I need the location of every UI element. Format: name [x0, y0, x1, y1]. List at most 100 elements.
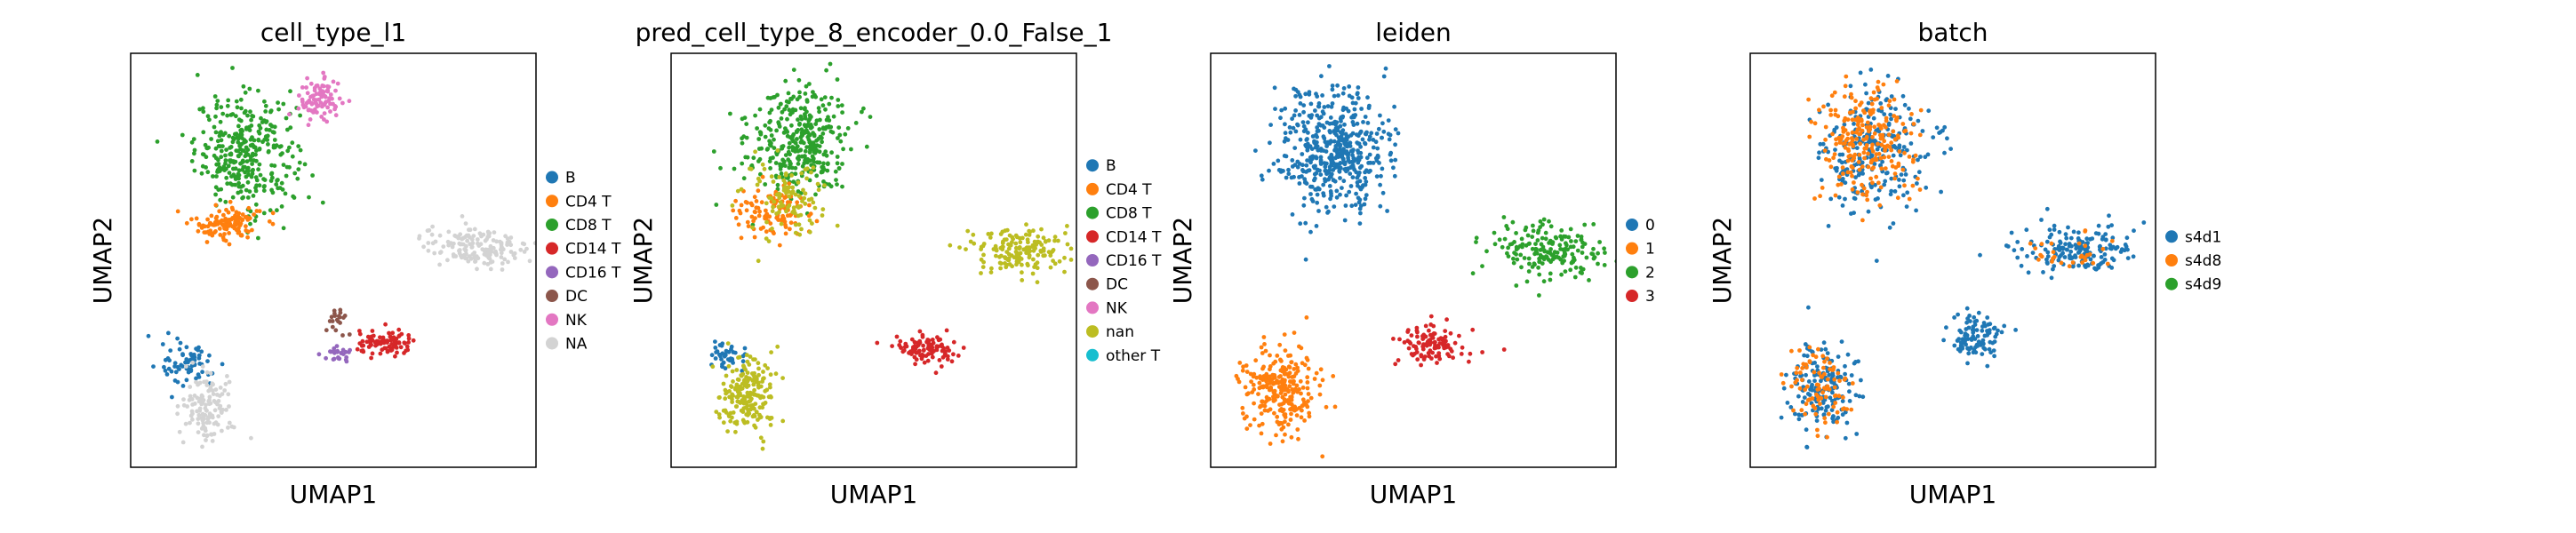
point-s4d1 [1874, 259, 1879, 263]
point-s4d8 [2087, 251, 2092, 257]
point-na [213, 387, 219, 392]
point-s4d1 [1857, 394, 1862, 399]
point-s4d8 [1909, 111, 1914, 116]
point-cd8-t [270, 175, 275, 180]
point-s4d1 [1828, 395, 1833, 401]
point-cd8-t [214, 162, 220, 167]
point-nan [769, 394, 773, 400]
point-0 [1346, 157, 1351, 163]
point-nan [1065, 242, 1070, 247]
point-s4d1 [2065, 247, 2069, 252]
point-na [437, 233, 443, 238]
point-0 [1305, 141, 1310, 147]
point-0 [1329, 104, 1334, 109]
point-nan [724, 373, 729, 378]
point-nan [745, 403, 750, 409]
point-nan [771, 204, 775, 210]
point-cd8-t [822, 95, 828, 99]
point-cd8-t [261, 188, 267, 194]
point-na [508, 250, 514, 254]
point-nan [741, 406, 747, 411]
point-nk [306, 107, 311, 113]
point-cd14-t [378, 335, 382, 340]
point-2 [1538, 219, 1543, 224]
point-cd14-t [395, 350, 399, 355]
point-0 [1350, 175, 1356, 180]
point-cd8-t [262, 178, 268, 183]
point-s4d8 [1886, 103, 1892, 108]
point-cd8-t [219, 105, 224, 109]
point-0 [1333, 126, 1339, 131]
point-nan [1039, 227, 1044, 232]
point-nan [971, 232, 976, 237]
point-s4d1 [1897, 178, 1901, 182]
point-s4d8 [1850, 187, 1855, 192]
point-nan [948, 243, 953, 248]
point-cd8-t [250, 153, 255, 158]
point-s4d8 [1892, 114, 1897, 118]
point-s4d1 [1952, 315, 1957, 320]
point-nan [998, 261, 1004, 266]
point-0 [1292, 163, 1298, 168]
point-s4d8 [1840, 134, 1845, 139]
point-2 [1591, 246, 1596, 251]
point-cd4-t [759, 200, 764, 205]
point-cd8-t [785, 116, 789, 122]
point-2 [1508, 242, 1513, 247]
point-na [196, 430, 201, 434]
point-b [740, 354, 746, 359]
point-s4d1 [1848, 84, 1853, 89]
point-na [475, 266, 479, 272]
point-nk [296, 106, 301, 111]
point-cd8-t [244, 174, 249, 179]
point-na [458, 232, 463, 237]
point-cd14-t [357, 329, 362, 333]
point-s4d1 [1819, 178, 1824, 183]
point-cd8-t [213, 192, 219, 197]
point-s4d1 [1821, 340, 1827, 346]
point-cd8-t [820, 165, 826, 170]
point-nan [768, 372, 773, 378]
point-na [227, 379, 232, 385]
point-na [457, 241, 462, 246]
point-cd8-t [268, 109, 273, 115]
point-s4d1 [2071, 229, 2076, 235]
point-b [190, 356, 196, 361]
point-cd14-t [370, 351, 375, 356]
point-cd4-t [270, 221, 276, 227]
point-cd4-t [220, 235, 226, 240]
point-2 [1519, 236, 1524, 242]
point-nan [801, 187, 805, 193]
point-na [195, 395, 200, 401]
point-cd4-t [807, 203, 812, 208]
point-s4d1 [1916, 157, 1920, 163]
point-s4d1 [1852, 122, 1856, 126]
point-cd8-t [817, 127, 822, 131]
point-cd16-t [334, 344, 340, 348]
point-cd8-t [256, 88, 260, 93]
point-cd8-t [223, 153, 228, 158]
point-nan [793, 222, 798, 227]
legend-label: 3 [1645, 288, 1655, 306]
point-0 [1356, 160, 1361, 165]
point-0 [1305, 158, 1309, 163]
point-nan [1006, 258, 1012, 263]
point-s4d1 [1866, 100, 1871, 106]
legend-label: CD14 T [1106, 228, 1162, 246]
point-s4d1 [1854, 432, 1860, 436]
point-s4d1 [2012, 248, 2017, 253]
point-na [220, 428, 224, 434]
point-s4d8 [1864, 124, 1869, 130]
legend-marker [546, 290, 558, 303]
point-s4d1 [1806, 305, 1811, 310]
point-3 [1420, 344, 1426, 349]
x-axis-label: UMAP1 [830, 480, 918, 509]
point-0 [1364, 130, 1369, 135]
point-1 [1273, 359, 1278, 364]
point-nk [303, 104, 308, 109]
point-1 [1297, 344, 1301, 349]
point-0 [1278, 168, 1284, 173]
point-2 [1557, 243, 1563, 248]
point-nk [333, 113, 339, 118]
point-na [181, 397, 186, 402]
